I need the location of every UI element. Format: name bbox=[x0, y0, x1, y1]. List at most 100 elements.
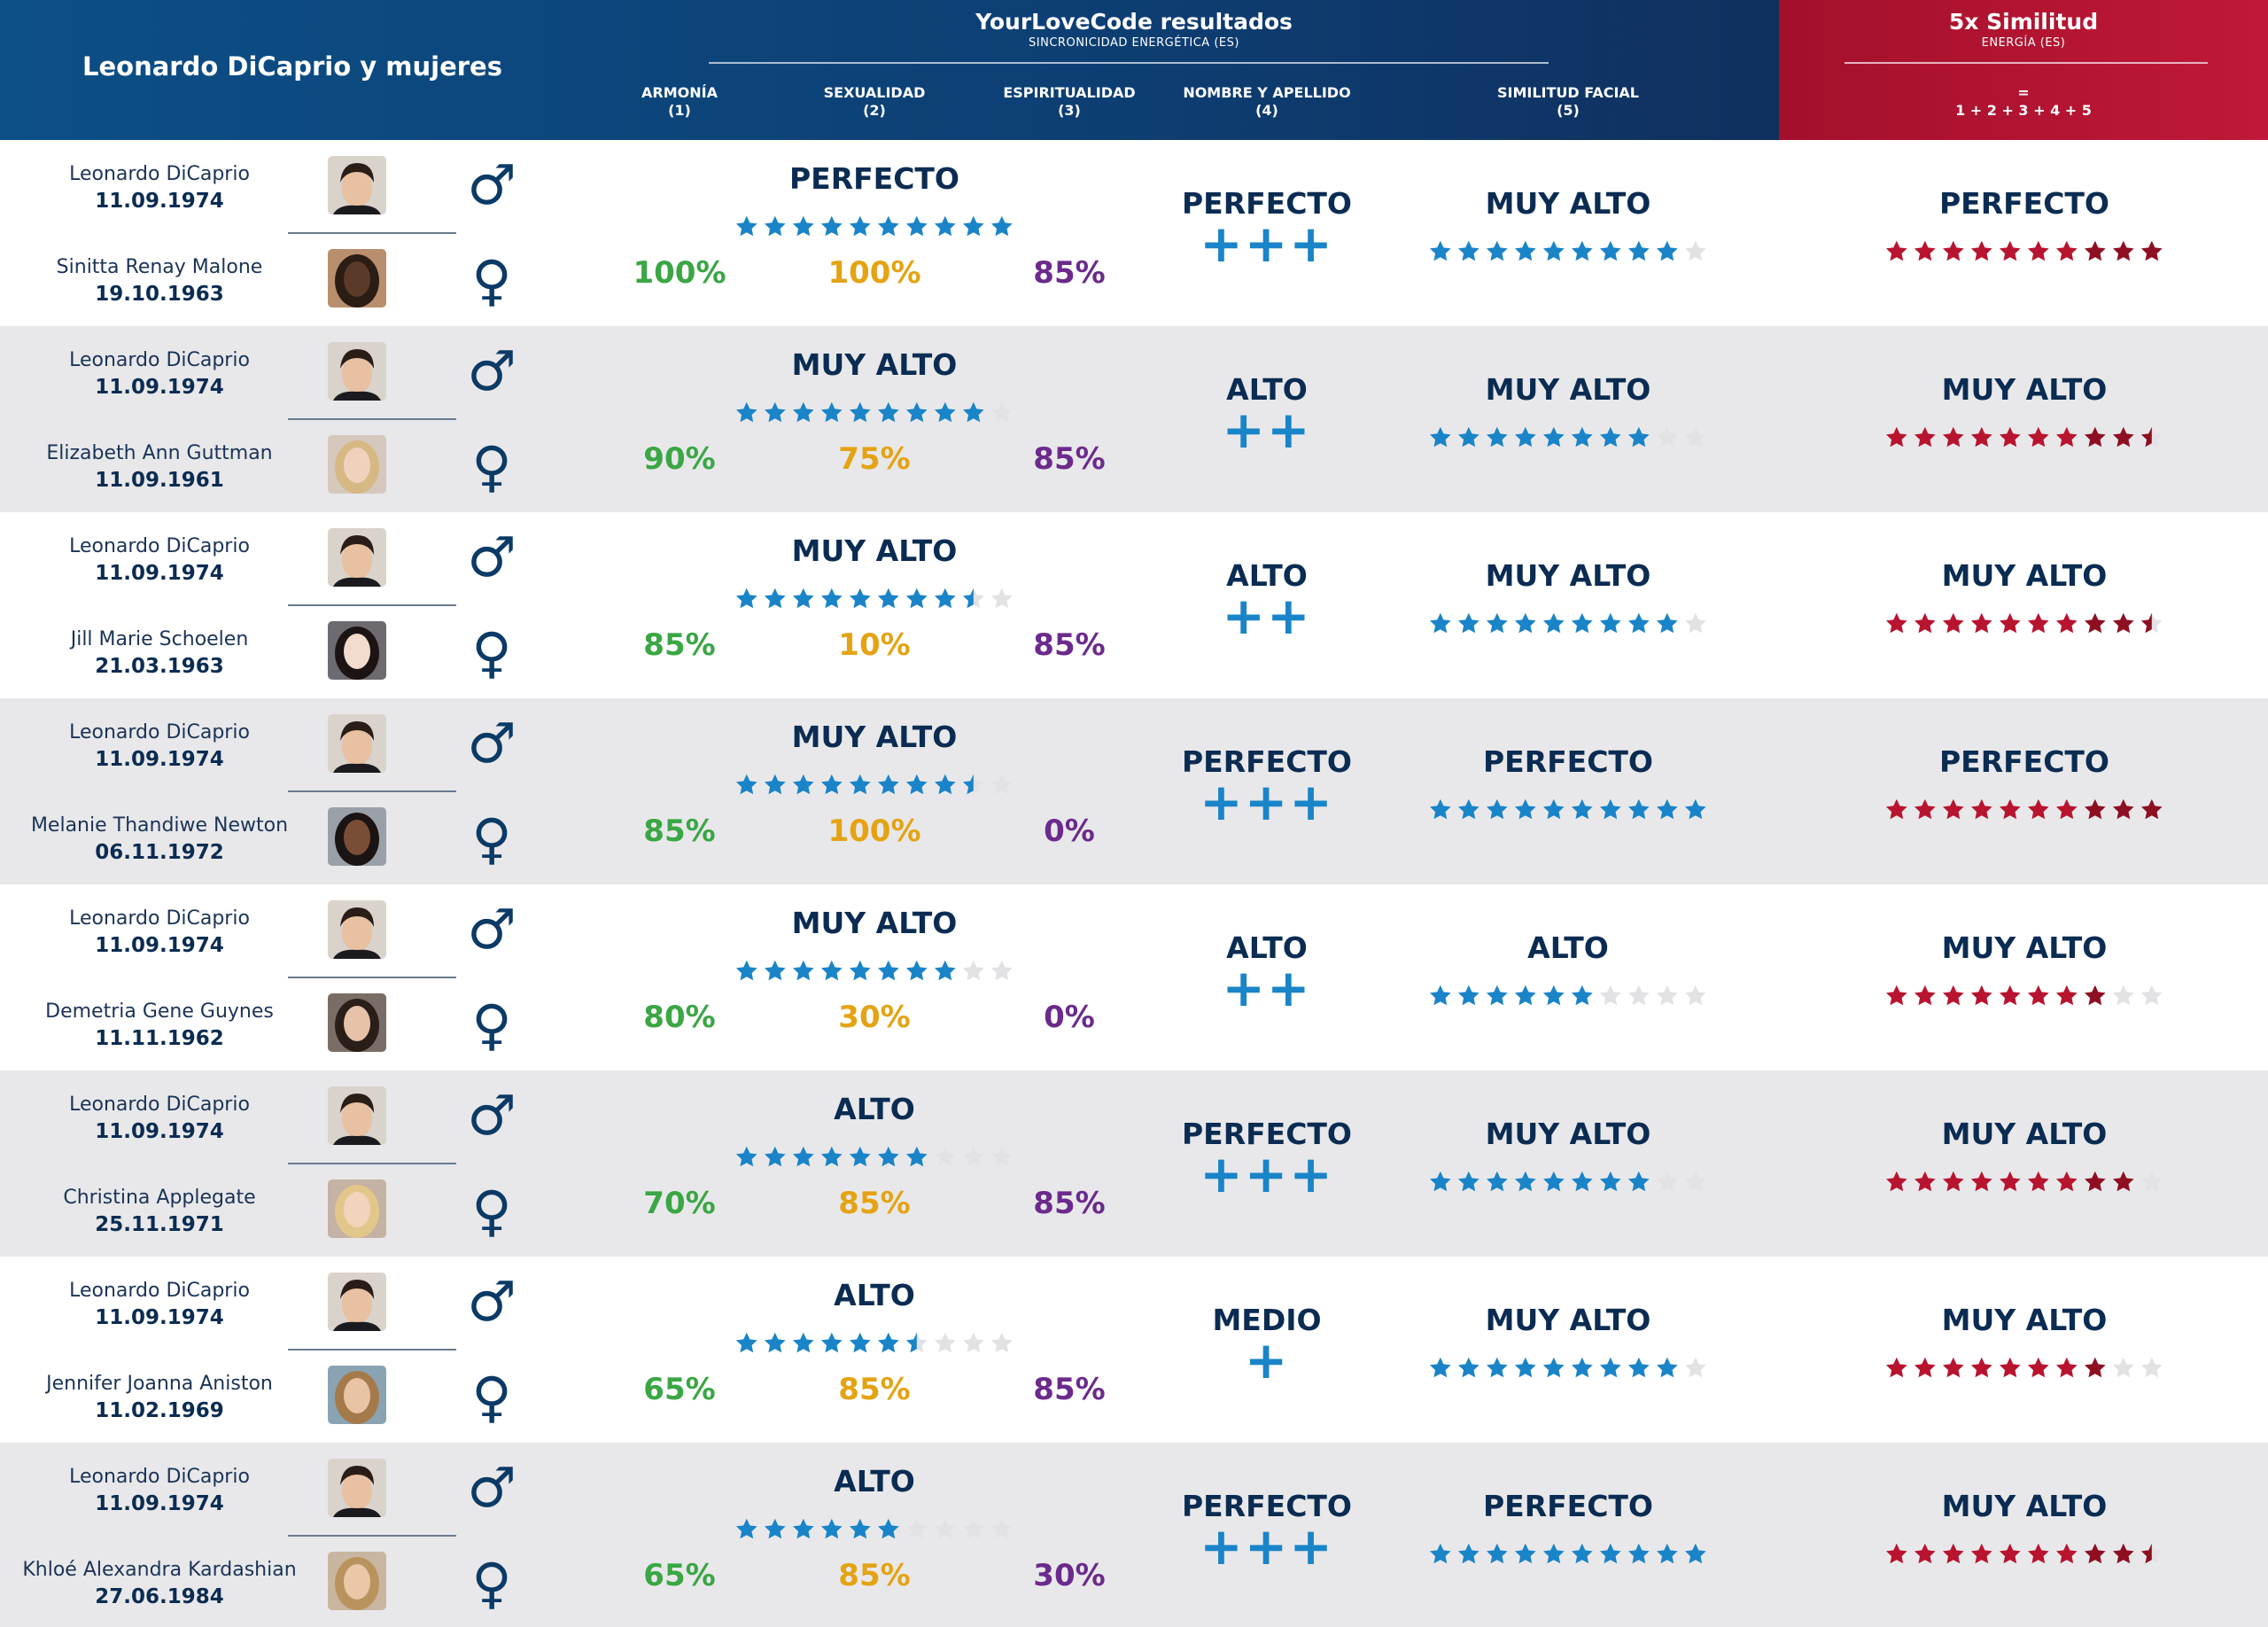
star bbox=[1486, 1357, 1508, 1378]
total-rating: PERFECTO bbox=[1938, 186, 2109, 221]
star bbox=[1599, 240, 1621, 261]
star bbox=[1627, 1357, 1650, 1378]
star bbox=[1885, 985, 1907, 1006]
star bbox=[877, 1332, 899, 1353]
man-name: Leonardo DiCaprio bbox=[69, 1280, 250, 1302]
woman-birthdate: 11.02.1969 bbox=[95, 1399, 224, 1422]
facial-stars-svg bbox=[1429, 240, 1706, 261]
star bbox=[1970, 798, 1992, 820]
star bbox=[849, 1146, 871, 1167]
star bbox=[1486, 1543, 1508, 1564]
result-row: Leonardo DiCaprio 11.09.1974 Khloé Alexand… bbox=[0, 1443, 2268, 1627]
star bbox=[849, 1518, 871, 1539]
star bbox=[1627, 240, 1650, 261]
armonia-percent: 85% bbox=[643, 814, 716, 849]
star bbox=[2055, 426, 2078, 448]
star bbox=[1914, 612, 1936, 634]
star bbox=[1457, 612, 1480, 634]
woman-name: Melanie Thandiwe Newton bbox=[30, 814, 289, 837]
total-rating: MUY ALTO bbox=[1941, 1117, 2108, 1151]
result-row: Leonardo DiCaprio 11.09.1974 Melanie Thand… bbox=[0, 698, 2268, 884]
star bbox=[792, 1332, 814, 1353]
star bbox=[1571, 426, 1593, 448]
star bbox=[1942, 1171, 1964, 1192]
star bbox=[1999, 1357, 2021, 1378]
woman-birthdate: 11.09.1961 bbox=[95, 469, 224, 492]
star bbox=[990, 401, 1013, 423]
star bbox=[1942, 798, 1964, 820]
sexual-stars-svg bbox=[735, 1332, 1013, 1353]
woman-avatar bbox=[328, 1179, 386, 1238]
star bbox=[1514, 240, 1536, 261]
female-icon: ♀ bbox=[471, 248, 512, 313]
total-rating: MUY ALTO bbox=[1941, 930, 2108, 965]
results-title: YourLoveCode resultados bbox=[975, 9, 1293, 35]
column-header-sexualidad: SEXUALIDAD (2) bbox=[823, 84, 926, 119]
total-rating: MUY ALTO bbox=[1941, 558, 2108, 593]
man-name: Leonardo DiCaprio bbox=[69, 1466, 250, 1488]
man-name: Leonardo DiCaprio bbox=[69, 907, 250, 930]
star bbox=[1999, 426, 2021, 448]
star bbox=[1542, 1171, 1565, 1192]
star bbox=[1970, 240, 1992, 261]
star bbox=[2112, 1357, 2134, 1378]
facial-stars bbox=[1426, 422, 1710, 452]
star bbox=[849, 401, 871, 423]
star bbox=[1999, 612, 2021, 634]
star bbox=[1999, 798, 2021, 820]
star bbox=[1942, 612, 1964, 634]
star bbox=[1942, 1543, 1964, 1564]
sexual-rating: ALTO bbox=[834, 1092, 915, 1126]
star bbox=[764, 588, 786, 609]
star bbox=[962, 774, 984, 795]
name-plus: ++ bbox=[1222, 400, 1312, 460]
facial-stars bbox=[1426, 1166, 1710, 1196]
star bbox=[1457, 1171, 1480, 1192]
star bbox=[1942, 240, 1964, 261]
star bbox=[2027, 612, 2049, 634]
sexualidad-percent: 100% bbox=[827, 814, 921, 849]
star bbox=[1684, 240, 1706, 261]
sexual-stars-svg bbox=[735, 774, 1013, 795]
star bbox=[1999, 1171, 2021, 1192]
woman-birthdate: 27.06.1984 bbox=[95, 1585, 224, 1608]
woman-avatar bbox=[328, 1366, 386, 1424]
star bbox=[1542, 612, 1565, 634]
facial-stars-svg bbox=[1429, 612, 1706, 634]
result-row: Leonardo DiCaprio 11.09.1974 Sinitta Renay… bbox=[0, 140, 2268, 326]
star bbox=[1457, 985, 1480, 1006]
facial-rating: MUY ALTO bbox=[1485, 372, 1651, 407]
star bbox=[792, 215, 814, 237]
result-row: Leonardo DiCaprio 11.09.1974 Elizabeth Ann… bbox=[0, 326, 2268, 512]
star bbox=[1684, 985, 1706, 1006]
star bbox=[1571, 985, 1593, 1006]
star bbox=[1486, 985, 1508, 1006]
total-rating: MUY ALTO bbox=[1941, 1303, 2108, 1337]
star bbox=[1599, 985, 1621, 1006]
star bbox=[1627, 612, 1650, 634]
star bbox=[735, 1146, 757, 1167]
star bbox=[792, 588, 814, 609]
star bbox=[1656, 240, 1678, 261]
star bbox=[764, 774, 786, 795]
facial-stars-svg bbox=[1429, 798, 1706, 820]
man-birthdate: 11.09.1974 bbox=[95, 1492, 224, 1515]
star bbox=[2055, 612, 2078, 634]
total-stars-svg bbox=[1885, 798, 2163, 820]
sexual-rating: MUY ALTO bbox=[791, 347, 958, 382]
armonia-percent: 80% bbox=[643, 1000, 716, 1035]
result-row: Leonardo DiCaprio 11.09.1974 Christina App… bbox=[0, 1070, 2268, 1257]
star bbox=[764, 960, 786, 981]
facial-stars bbox=[1426, 1352, 1710, 1382]
total-stars bbox=[1883, 608, 2166, 638]
woman-name: Christina Applegate bbox=[63, 1187, 256, 1209]
man-birthdate: 11.09.1974 bbox=[95, 1120, 224, 1143]
column-header-nombre: NOMBRE Y APELLIDO (4) bbox=[1183, 84, 1351, 119]
star bbox=[1542, 1543, 1565, 1564]
star bbox=[1599, 798, 1621, 820]
armonia-percent: 85% bbox=[643, 627, 716, 663]
sexual-rating: MUY ALTO bbox=[791, 720, 958, 754]
star bbox=[2084, 798, 2106, 820]
man-birthdate: 11.09.1974 bbox=[95, 562, 224, 585]
sexual-stars-svg bbox=[735, 588, 1013, 609]
